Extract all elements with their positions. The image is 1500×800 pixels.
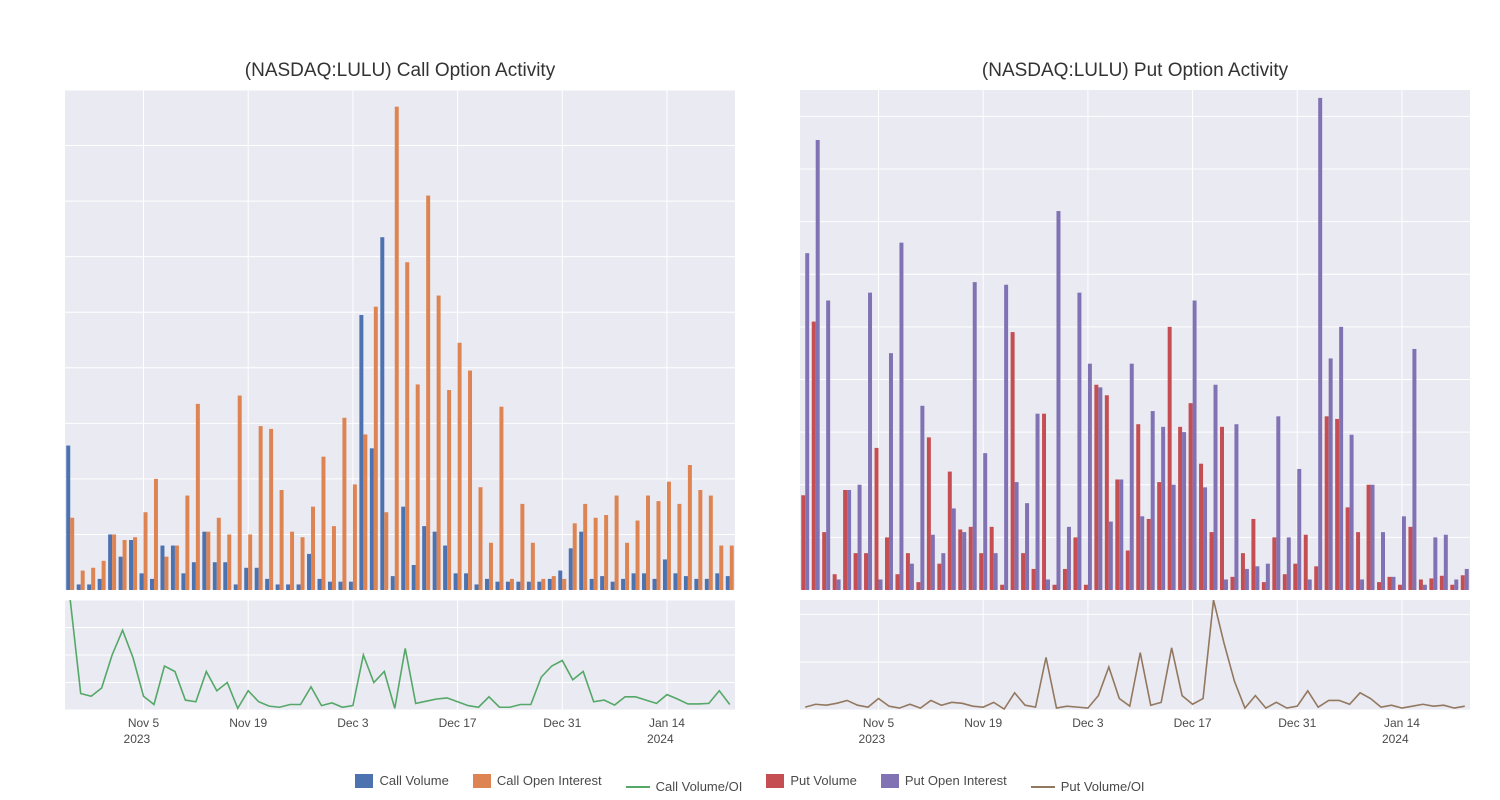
put-ratio-svg: 050100 [800, 600, 1470, 710]
legend-swatch [355, 774, 373, 788]
legend-swatch [881, 774, 899, 788]
xaxis-year-right: 2024 [1382, 732, 1409, 746]
call-bars-svg: 02k4k6k8k10k12k14k16k18k [65, 90, 735, 590]
legend-line [626, 786, 650, 788]
legend-item: Put Volume [766, 773, 857, 788]
xaxis-tick-label: Dec 31 [532, 716, 592, 730]
xaxis-labels-left: Nov 5 Nov 19 Dec 3 Dec 17 Dec 31 Jan 14 2023 20… [65, 716, 735, 756]
xaxis-tick-label: Jan 14 [1372, 716, 1432, 730]
legend-label: Call Volume [379, 773, 448, 788]
call-bars-title: (NASDAQ:LULU) Call Option Activity [65, 60, 735, 82]
legend-item: Call Open Interest [473, 773, 602, 788]
legend-swatch [473, 774, 491, 788]
call-ratio-svg: 00.511.52 [65, 600, 735, 710]
xaxis-year-left: 2023 [859, 732, 886, 746]
xaxis-tick-label: Jan 14 [637, 716, 697, 730]
xaxis-labels-right: Nov 5 Nov 19 Dec 3 Dec 17 Dec 31 Jan 14 2023 20… [800, 716, 1470, 756]
xaxis-tick-label: Dec 17 [428, 716, 488, 730]
put-bars-title: (NASDAQ:LULU) Put Option Activity [800, 60, 1470, 82]
put-ratio-panel: 050100 [800, 600, 1470, 710]
legend: Call Volume Call Open Interest Call Volume… [0, 773, 1500, 794]
legend-item: Call Volume [355, 773, 448, 788]
legend-label: Put Volume/OI [1061, 779, 1145, 794]
call-ratio-panel: 00.511.52 [65, 600, 735, 710]
figure: (NASDAQ:LULU) Call Option Activity 02k4k… [0, 0, 1500, 800]
legend-label: Call Volume/OI [656, 779, 743, 794]
put-bars-panel: (NASDAQ:LULU) Put Option Activity 01k2k3… [800, 90, 1470, 590]
xaxis-tick-label: Dec 3 [323, 716, 383, 730]
legend-item: Call Volume/OI [626, 779, 743, 794]
xaxis-tick-label: Nov 5 [114, 716, 174, 730]
legend-item: Put Open Interest [881, 773, 1007, 788]
call-bars-panel: (NASDAQ:LULU) Call Option Activity 02k4k… [65, 90, 735, 590]
legend-swatch [766, 774, 784, 788]
xaxis-tick-label: Dec 17 [1163, 716, 1223, 730]
legend-label: Call Open Interest [497, 773, 602, 788]
xaxis-tick-label: Dec 3 [1058, 716, 1118, 730]
legend-item: Put Volume/OI [1031, 779, 1145, 794]
xaxis-tick-label: Dec 31 [1267, 716, 1327, 730]
xaxis-year-right: 2024 [647, 732, 674, 746]
put-bars-svg: 01k2k3k4k5k6k7k8k9k [800, 90, 1470, 590]
xaxis-tick-label: Nov 5 [849, 716, 909, 730]
xaxis-tick-label: Nov 19 [218, 716, 278, 730]
legend-label: Put Volume [790, 773, 857, 788]
legend-label: Put Open Interest [905, 773, 1007, 788]
xaxis-tick-label: Nov 19 [953, 716, 1013, 730]
legend-line [1031, 786, 1055, 788]
xaxis-year-left: 2023 [124, 732, 151, 746]
